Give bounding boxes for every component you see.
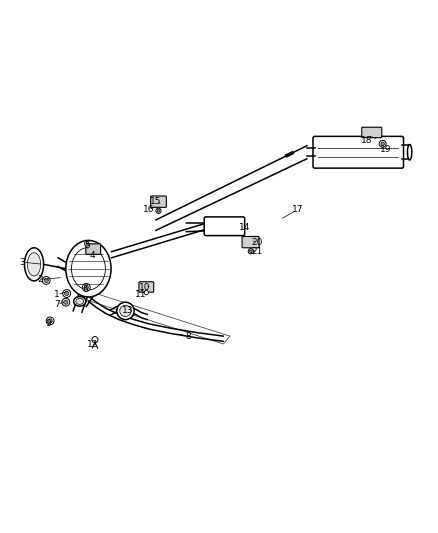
Circle shape: [379, 140, 386, 147]
Text: 14: 14: [240, 223, 251, 232]
Circle shape: [44, 278, 48, 282]
FancyBboxPatch shape: [86, 244, 101, 254]
Ellipse shape: [27, 253, 41, 276]
FancyBboxPatch shape: [151, 196, 166, 207]
Circle shape: [144, 290, 148, 295]
Text: 6: 6: [82, 285, 88, 294]
Ellipse shape: [66, 240, 111, 297]
Circle shape: [85, 241, 89, 246]
Ellipse shape: [74, 296, 86, 306]
Ellipse shape: [25, 248, 44, 281]
Text: 5: 5: [84, 241, 90, 250]
Text: 18: 18: [361, 136, 373, 145]
Text: 16: 16: [143, 205, 154, 214]
Text: 11: 11: [135, 290, 146, 299]
FancyBboxPatch shape: [139, 282, 154, 292]
Circle shape: [84, 285, 88, 289]
Circle shape: [48, 319, 52, 323]
Circle shape: [117, 302, 134, 320]
Text: 17: 17: [292, 205, 303, 214]
Ellipse shape: [71, 247, 106, 290]
Circle shape: [248, 249, 253, 254]
Text: 13: 13: [122, 305, 133, 314]
Circle shape: [62, 298, 70, 306]
FancyBboxPatch shape: [313, 136, 403, 168]
Circle shape: [63, 289, 71, 297]
Circle shape: [120, 305, 131, 317]
Text: 21: 21: [251, 247, 263, 256]
Circle shape: [250, 250, 252, 253]
Circle shape: [156, 208, 161, 213]
Circle shape: [92, 336, 98, 343]
FancyBboxPatch shape: [242, 237, 259, 248]
Text: 8: 8: [186, 332, 191, 341]
Circle shape: [64, 292, 69, 296]
Text: 3: 3: [19, 257, 25, 266]
Text: 15: 15: [150, 197, 162, 206]
Circle shape: [86, 243, 88, 245]
Text: 4: 4: [90, 251, 95, 260]
Circle shape: [381, 142, 385, 146]
Circle shape: [42, 277, 50, 284]
Circle shape: [82, 284, 90, 292]
Ellipse shape: [407, 144, 412, 160]
Text: 12: 12: [87, 341, 99, 349]
Text: 2: 2: [38, 275, 43, 284]
Text: 10: 10: [139, 283, 151, 292]
FancyBboxPatch shape: [204, 217, 245, 236]
Text: 1: 1: [54, 290, 60, 300]
Text: 19: 19: [379, 146, 391, 155]
Text: 7: 7: [54, 300, 60, 309]
Circle shape: [46, 317, 54, 325]
Text: 9: 9: [46, 319, 51, 328]
Ellipse shape: [76, 298, 84, 304]
FancyBboxPatch shape: [362, 127, 382, 138]
Text: 20: 20: [251, 238, 263, 247]
Circle shape: [157, 209, 160, 212]
Circle shape: [64, 300, 68, 304]
